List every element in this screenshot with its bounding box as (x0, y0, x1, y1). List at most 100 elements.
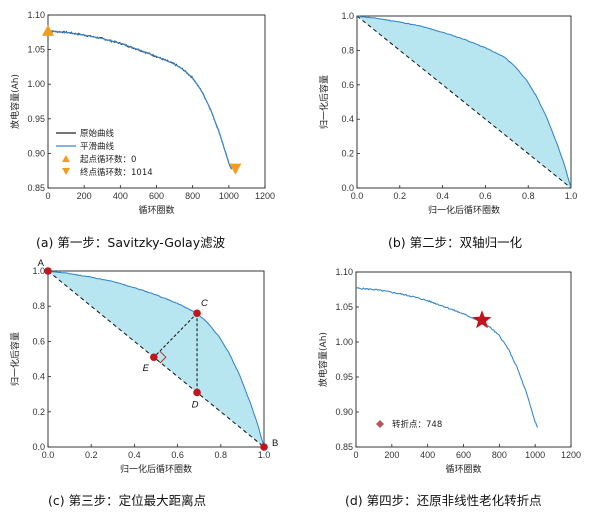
y-tick-label: 0.85 (27, 183, 45, 193)
y-tick-label: 0.4 (341, 114, 354, 124)
x-tick-label: 0 (45, 191, 50, 201)
x-tick-label: 0.2 (394, 191, 407, 201)
x-tick-label: 400 (420, 450, 435, 460)
turning-point-star (472, 310, 492, 329)
panel-b-chart: 0.0 0.2 0.4 0.6 0.8 1.0 0.0 0.2 0.4 0.6 0.8 1.0 归一化后… (318, 11, 577, 216)
y-tick-label: 0.90 (335, 407, 353, 417)
x-axis-label: 归一化后循环圈数 (428, 204, 500, 216)
x-tick-label: 1200 (255, 191, 275, 201)
point-a-marker (44, 267, 52, 275)
y-tick-label: 0.95 (27, 114, 45, 124)
point-b-marker (260, 443, 268, 451)
x-tick-label: 0 (353, 450, 358, 460)
y-axis-label: 归一化后容量 (9, 332, 21, 386)
x-axis-label: 循环圈数 (445, 463, 481, 475)
plot-frame (47, 270, 265, 448)
point-b-label: B (272, 438, 278, 449)
y-tick-label: 0.4 (32, 372, 45, 382)
x-tick-label: 200 (384, 450, 399, 460)
y-tick-label: 0.2 (32, 407, 45, 417)
x-tick-label: 600 (456, 450, 471, 460)
legend-start-label: 起点循环数：0 (80, 154, 136, 165)
x-tick-label: 0.0 (42, 450, 55, 460)
y-tick-label: 0.6 (32, 336, 45, 346)
legend-turn-label: 转折点：748 (392, 419, 442, 430)
x-tick-label: 0.4 (436, 191, 449, 201)
x-tick-label: 800 (492, 450, 507, 460)
x-axis-label: 归一化后循环圈数 (120, 463, 192, 475)
legend-end-swatch (62, 168, 70, 175)
x-tick-label: 1.0 (565, 191, 578, 201)
y-axis-label: 归一化后容量 (318, 75, 330, 129)
x-tick-label: 400 (113, 191, 128, 201)
legend-turn-swatch (376, 420, 384, 428)
x-tick-label: 0.6 (171, 450, 184, 460)
y-tick-label: 0.2 (341, 149, 354, 159)
legend-start-swatch (62, 155, 70, 162)
y-tick-label: 0.0 (32, 442, 45, 452)
y-tick-label: 0.85 (335, 442, 353, 452)
x-tick-label: 600 (149, 191, 164, 201)
y-tick-label: 0.8 (341, 45, 354, 55)
x-tick-label: 1000 (219, 191, 239, 201)
x-tick-label: 1.0 (258, 450, 271, 460)
point-c-label: C (201, 298, 208, 309)
x-tick-label: 800 (185, 191, 200, 201)
caption-d: (d) 第四步：还原非线性老化转折点 (345, 493, 542, 508)
y-axis-label: 放电容量(Ah) (9, 74, 21, 129)
x-tick-label: 0.6 (479, 191, 492, 201)
x-tick-label: 0.8 (522, 191, 535, 201)
caption-c: (c) 第三步：定位最大距离点 (48, 493, 207, 508)
c-to-e-dashed-line (153, 312, 198, 358)
y-tick-label: 0.95 (335, 372, 353, 382)
point-c-marker (193, 309, 201, 318)
caption-b: (b) 第二步：双轴归一化 (388, 235, 523, 250)
diagonal-dashed-line (47, 270, 265, 448)
x-tick-label: 0.2 (85, 450, 98, 460)
legend-raw-label: 原始曲线 (80, 128, 115, 139)
point-a-label: A (38, 258, 45, 269)
normalized-curve-line (357, 15, 572, 188)
start-cycle-marker (42, 24, 54, 36)
y-tick-label: 1.10 (335, 267, 353, 277)
x-tick-label: 0.0 (351, 191, 364, 201)
diagonal-dashed-line (356, 15, 572, 189)
plot-frame (355, 271, 572, 448)
y-tick-label: 0.8 (32, 301, 45, 311)
capacity-curve-line (355, 286, 539, 428)
y-tick-label: 1.10 (27, 10, 45, 20)
raw-curve-line (48, 29, 232, 170)
panel-c-chart: 0.0 0.2 0.4 0.6 0.8 1.0 0.0 0.2 0.4 0.6 0.8 1.0 归一化后… (9, 258, 278, 475)
y-tick-label: 0.6 (341, 80, 354, 90)
x-tick-label: 1200 (561, 450, 581, 460)
legend-end-label: 终点循环数：1014 (80, 167, 153, 178)
x-tick-label: 200 (77, 191, 92, 201)
x-tick-label: 0.8 (215, 450, 228, 460)
point-e-label: E (143, 363, 150, 374)
normalized-curve-line (48, 270, 265, 447)
plot-frame (356, 15, 572, 189)
y-tick-label: 1.00 (335, 337, 353, 347)
y-tick-label: 1.00 (27, 79, 45, 89)
x-tick-label: 0.4 (128, 450, 141, 460)
x-tick-label: 1000 (525, 450, 545, 460)
right-angle-mark (159, 350, 167, 364)
end-cycle-marker (229, 163, 242, 175)
legend-smooth-label: 平滑曲线 (80, 141, 115, 152)
y-tick-label: 1.05 (27, 45, 45, 55)
y-tick-label: 1.0 (32, 266, 45, 276)
x-axis-label: 循环圈数 (138, 204, 174, 216)
point-e-marker (150, 353, 158, 362)
point-d-label: D (192, 399, 199, 410)
y-axis-label: 放电容量(Ah) (317, 332, 329, 387)
caption-a: (a) 第一步：Savitzky-Golay滤波 (36, 235, 226, 250)
point-d-marker (193, 388, 201, 397)
panel-d-chart: 0 200 400 600 800 1000 1200 0.85 0.90 0.95 1.00 1.0… (317, 267, 581, 475)
smooth-curve-line (47, 30, 232, 169)
y-tick-label: 0.90 (27, 148, 45, 158)
y-tick-label: 1.0 (341, 11, 354, 21)
y-tick-label: 0.0 (341, 183, 354, 193)
panel-a-chart: 0 200 400 600 800 1000 1200 0.85 0.90 0.95 1.00 1.0… (9, 10, 275, 216)
y-tick-label: 1.05 (335, 302, 353, 312)
